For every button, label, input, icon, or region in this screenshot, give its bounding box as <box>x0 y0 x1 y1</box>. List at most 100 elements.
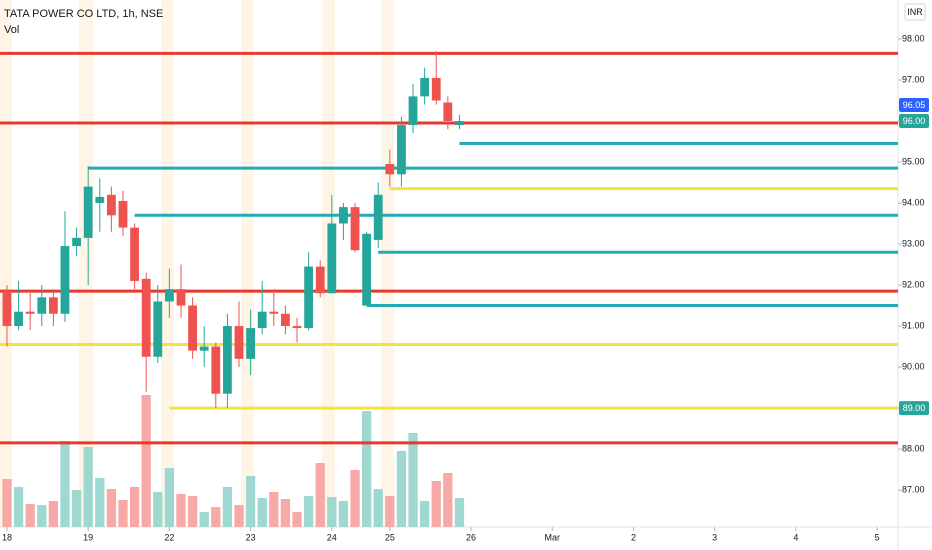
volume-bar <box>25 504 35 527</box>
candle-body <box>14 311 23 327</box>
session-band <box>381 0 394 527</box>
y-tick-label: 94.00 <box>902 197 925 207</box>
x-tick-label: 19 <box>83 532 93 542</box>
candle-body <box>281 313 290 327</box>
session-bands <box>0 0 394 527</box>
candle-body <box>350 207 360 251</box>
x-tick-label: Mar <box>545 532 561 542</box>
currency-box[interactable] <box>904 3 926 21</box>
volume-bar <box>454 498 465 527</box>
y-tick-label: 93.00 <box>902 238 925 248</box>
candle-body <box>385 164 395 175</box>
volume-bar <box>396 451 407 527</box>
x-tick-label: 2 <box>631 532 636 542</box>
x-tick-label: 18 <box>2 532 12 542</box>
candle-body <box>315 266 325 294</box>
x-tick-label: 5 <box>875 532 880 542</box>
volume-bar <box>234 505 244 527</box>
session-band <box>0 0 12 527</box>
volume-bar <box>83 447 93 527</box>
volume-bar <box>280 499 291 527</box>
y-tick-label: 98.00 <box>902 33 925 43</box>
candle-body <box>141 278 151 357</box>
candle-body <box>327 223 337 294</box>
candle-body <box>118 200 128 228</box>
volume-bar <box>60 441 70 527</box>
candle-body <box>246 328 256 359</box>
candle-body <box>222 326 232 394</box>
candle-body <box>60 246 70 314</box>
volume-bar <box>361 411 372 527</box>
volume-bar <box>211 507 221 527</box>
candle-body <box>339 207 348 224</box>
volume-bar <box>408 433 418 527</box>
session-band <box>79 0 93 527</box>
candle-body <box>106 194 116 216</box>
candle-body <box>269 311 279 314</box>
y-tick-label: 88.00 <box>902 443 925 453</box>
candle-body <box>362 233 372 306</box>
volume-bar <box>443 473 453 527</box>
candle-body <box>95 196 105 204</box>
volume-bar <box>153 492 163 527</box>
candle-body <box>408 96 418 126</box>
candle-body <box>420 77 430 97</box>
candle-body <box>199 346 209 351</box>
volume-bar <box>419 501 430 527</box>
price-tag-label: 96.00 <box>903 116 926 126</box>
session-band <box>161 0 174 527</box>
candle-body <box>153 301 163 357</box>
candle-body <box>443 102 453 121</box>
candle-body <box>25 311 35 314</box>
volume-bar <box>245 476 256 527</box>
x-tick-label: 25 <box>385 532 395 542</box>
volume-label: Vol <box>4 24 19 36</box>
volume-bar <box>37 505 47 527</box>
y-tick-label: 92.00 <box>902 279 925 289</box>
volume-bar <box>350 470 360 527</box>
volume-bar <box>327 497 337 527</box>
volume-bar <box>315 463 325 527</box>
candle-body <box>37 297 47 314</box>
x-tick-label: 4 <box>793 532 798 542</box>
price-tag-label: 96.05 <box>903 100 926 110</box>
volume-bar <box>176 494 186 527</box>
candle-body <box>2 291 12 327</box>
volume-bar <box>13 487 24 527</box>
volume-bar <box>48 501 59 527</box>
volume-bar <box>338 501 349 527</box>
volume-bar <box>129 487 140 527</box>
candle-body <box>164 289 174 302</box>
volume-bar <box>385 496 395 527</box>
x-tick-label: 23 <box>246 532 256 542</box>
volume-bar <box>106 489 117 527</box>
chart-title: TATA POWER CO LTD, 1h, NSE <box>4 8 163 20</box>
candle-body <box>257 311 267 329</box>
candle-body <box>373 194 383 240</box>
candle-body <box>234 326 244 359</box>
currency[interactable]: INR <box>907 7 923 17</box>
price-tag <box>899 113 929 128</box>
volume-bar <box>269 492 279 527</box>
volume-bar <box>164 468 175 527</box>
price-tag <box>899 401 929 416</box>
volume-bar <box>431 481 441 527</box>
x-tick-label: 26 <box>466 532 476 542</box>
x-tick-label: 22 <box>164 532 174 542</box>
price-tag <box>899 97 929 112</box>
volume-bar <box>95 478 105 527</box>
candle-body <box>130 227 139 281</box>
candle-body <box>83 186 93 238</box>
candle-body <box>188 305 198 351</box>
y-tick-label: 87.00 <box>902 484 925 494</box>
candle-body <box>304 266 314 329</box>
y-tick-label: 95.00 <box>902 156 925 166</box>
candle-body <box>431 77 441 101</box>
candle-body <box>211 346 221 394</box>
volume-bar <box>187 496 198 527</box>
volume-bar <box>222 487 233 527</box>
volume-bar <box>199 512 209 527</box>
